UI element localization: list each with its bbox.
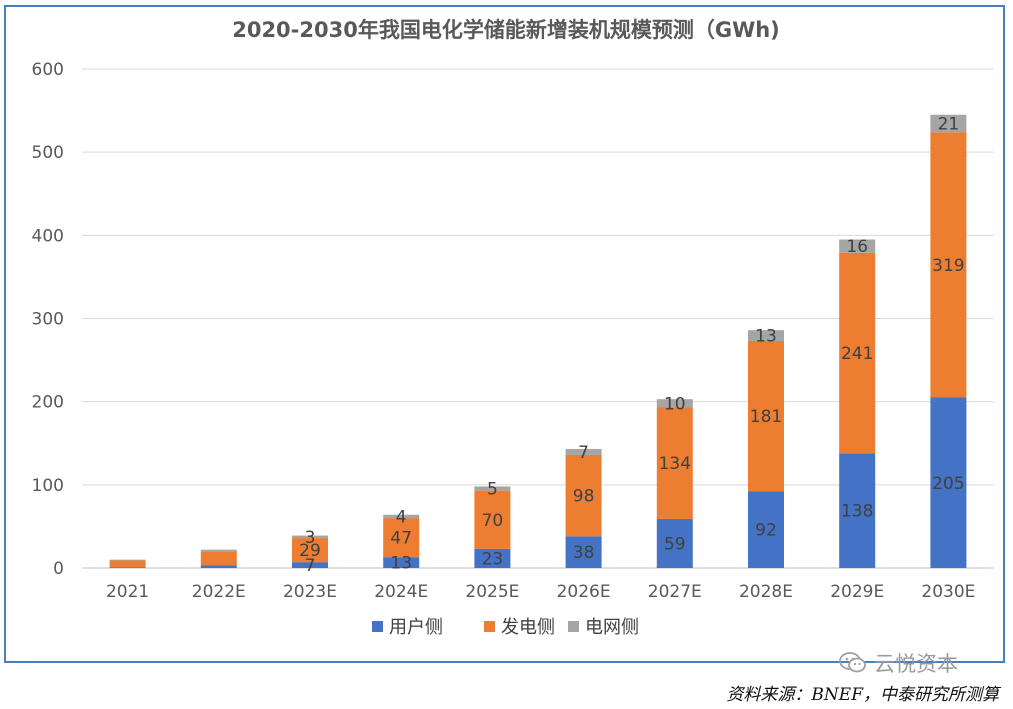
data-label: 4 [396, 507, 407, 527]
watermark-text: 云悦资本 [874, 652, 958, 676]
bar-segment [748, 340, 784, 492]
bar-segment [748, 491, 784, 568]
legend-swatch [568, 621, 579, 632]
x-axis: 2021 2022E 2023E 2024E 2025E 2026E 2027E 2028E 2… [106, 582, 975, 602]
bar-segment [656, 407, 693, 519]
bar-segment [930, 114, 967, 133]
data-label: 7 [305, 556, 316, 576]
bar-segment [383, 518, 420, 558]
data-labels: 7293134742370538987591341092181131382411… [299, 114, 964, 576]
bar-segment [109, 560, 146, 568]
bar-segment [109, 559, 146, 561]
legend-entry: 发电侧 [501, 617, 555, 638]
bar-segment [292, 538, 328, 563]
data-label: 16 [846, 237, 868, 257]
source-note: 资料来源：BNEF，中泰研究所测算 [726, 685, 999, 705]
y-tick-label: 400 [32, 226, 64, 246]
bar-segment [839, 239, 876, 253]
bar-segment [565, 536, 602, 568]
legend-entry: 用户侧 [389, 617, 443, 638]
y-tick-label: 100 [32, 476, 64, 496]
bar-segment [930, 397, 967, 568]
data-label: 13 [755, 327, 777, 347]
data-label: 241 [841, 344, 873, 364]
data-label: 92 [755, 521, 777, 541]
bar-segment [383, 557, 420, 568]
data-label: 21 [938, 114, 960, 134]
bar-segment [930, 132, 967, 398]
data-label: 3 [305, 528, 316, 548]
bar-segment [748, 330, 784, 341]
watermark: 云悦资本 [838, 648, 958, 678]
legend-entry: 电网侧 [585, 617, 639, 638]
wechat-icon [839, 652, 866, 673]
x-tick-label: 2023E [283, 582, 337, 602]
data-label: 205 [932, 474, 964, 494]
data-label: 138 [841, 502, 873, 522]
data-label: 181 [750, 407, 782, 427]
x-tick-label: 2028E [739, 582, 793, 602]
data-label: 13 [390, 554, 412, 574]
bar-segment [109, 567, 146, 568]
bar-segment [200, 551, 237, 566]
bar-segment [200, 549, 237, 552]
chart-frame: 2020-2030年我国电化学储能新增装机规模预测（GWh) 0 100 200 30… [4, 5, 1005, 663]
data-label: 23 [482, 549, 504, 569]
bar-segment [656, 518, 693, 568]
y-tick-label: 500 [32, 143, 64, 163]
y-tick-label: 200 [32, 393, 64, 413]
data-label: 47 [390, 529, 412, 549]
x-tick-label: 2025E [465, 582, 519, 602]
data-label: 7 [578, 443, 589, 463]
bar-segment [474, 490, 511, 549]
chart: 2020-2030年我国电化学储能新增装机规模预测（GWh) 010020030… [32, 18, 994, 638]
legend: 用户侧 发电侧 电网侧 [372, 617, 639, 638]
bar-segment [474, 486, 511, 491]
data-label: 10 [664, 394, 686, 414]
x-tick-label: 2030E [921, 582, 975, 602]
bar-segment [200, 565, 237, 568]
x-tick-label: 2026E [557, 582, 611, 602]
y-tick-label: 300 [32, 310, 64, 330]
x-tick-label: 2024E [374, 582, 428, 602]
chart-title: 2020-2030年我国电化学储能新增装机规模预测（GWh) [232, 18, 780, 42]
data-label: 319 [932, 256, 964, 276]
y-tick-label: 600 [32, 60, 64, 80]
bar-segment [565, 449, 602, 455]
bar-segment [565, 454, 602, 537]
data-label: 29 [299, 541, 321, 561]
gridlines [82, 68, 994, 569]
bar-segment [383, 514, 420, 519]
data-label: 134 [659, 454, 691, 474]
bars [109, 114, 967, 568]
bar-segment [474, 548, 511, 568]
bar-segment [292, 562, 328, 568]
y-axis: 0 100 200 300 400 500 600 [32, 60, 64, 579]
x-tick-label: 2029E [830, 582, 884, 602]
y-tick-label: 0 [53, 559, 64, 579]
bar-segment [839, 453, 876, 568]
data-label: 59 [664, 534, 686, 554]
x-tick-label: 2021 [106, 582, 149, 602]
data-label: 70 [482, 511, 504, 531]
data-label: 5 [487, 480, 498, 500]
data-label: 38 [573, 543, 595, 563]
bar-segment [656, 399, 693, 408]
legend-swatch [484, 621, 495, 632]
x-tick-label: 2022E [192, 582, 246, 602]
bar-segment [839, 252, 876, 454]
bar-segment [292, 535, 328, 539]
legend-swatch [372, 621, 383, 632]
x-tick-label: 2027E [648, 582, 702, 602]
data-label: 98 [573, 487, 595, 507]
